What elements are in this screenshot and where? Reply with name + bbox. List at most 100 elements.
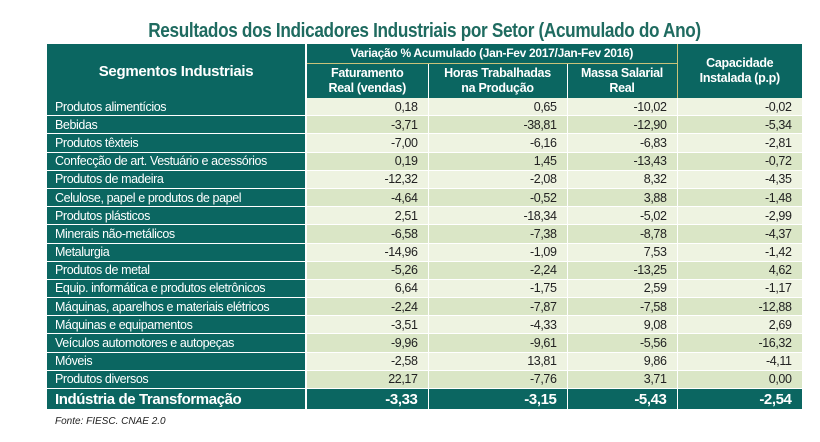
header-text: Horas Trabalhadas: [444, 66, 551, 80]
row-label: Equip. informática e produtos eletrônico…: [47, 279, 307, 299]
cell-value: -18,34: [428, 206, 568, 226]
cell-value: -7,00: [306, 133, 429, 153]
cell-value: -5,43: [567, 388, 678, 410]
cell-value: -2,24: [306, 297, 429, 317]
cell-value: -1,09: [428, 243, 568, 262]
indicators-table: Segmentos Industriais Variação % Acumula…: [47, 44, 803, 410]
row-label: Produtos têxteis: [47, 133, 307, 153]
row-label: Minerais não-metálicos: [47, 224, 307, 244]
table-row: Máquinas, aparelhos e materiais elétrico…: [47, 297, 803, 317]
header-payroll: Massa Salarial Real: [567, 63, 678, 98]
header-group: Variação % Acumulado (Jan-Fev 2017/Jan-F…: [306, 44, 678, 64]
table-row: Móveis -2,58 13,81 9,86 -4,11: [47, 352, 803, 371]
header-text: Instalada (p.p): [699, 71, 781, 85]
row-label: Metalurgia: [47, 243, 307, 262]
cell-value: 13,81: [428, 352, 568, 371]
row-label: Celulose, papel e produtos de papel: [47, 188, 307, 208]
cell-value: 2,59: [567, 279, 678, 299]
cell-value: 7,53: [567, 243, 678, 262]
cell-value: -13,25: [567, 261, 678, 280]
cell-value: 1,45: [428, 152, 568, 171]
table-row: Produtos de metal -5,26 -2,24 -13,25 4,62: [47, 261, 803, 280]
cell-value: 2,69: [677, 315, 803, 335]
table-row: Produtos alimentícios 0,18 0,65 -10,02 -0,02: [47, 98, 803, 117]
table-row: Bebidas -3,71 -38,81 -12,90 -5,34: [47, 115, 803, 135]
cell-value: 0,19: [306, 152, 429, 171]
table-row: Metalurgia -14,96 -1,09 7,53 -1,42: [47, 243, 803, 262]
cell-value: -3,33: [306, 388, 429, 410]
header-segment: Segmentos Industriais: [47, 44, 307, 98]
cell-value: -4,35: [677, 170, 803, 189]
cell-value: 6,64: [306, 279, 429, 299]
cell-value: -4,37: [677, 224, 803, 244]
row-label: Indústria de Transformação: [47, 388, 307, 410]
table-row: Veículos automotores e autopeças -9,96 -9,…: [47, 333, 803, 353]
row-label: Bebidas: [47, 115, 307, 135]
cell-value: -1,48: [677, 188, 803, 208]
row-label: Máquinas e equipamentos: [47, 315, 307, 335]
header-text: Real (vendas): [328, 81, 407, 95]
cell-value: -7,58: [567, 297, 678, 317]
table-row: Confecção de art. Vestuário e acessórios…: [47, 152, 803, 171]
header-text: Capacidade: [706, 56, 774, 70]
table-row: Produtos diversos 22,17 -7,76 3,71 0,00: [47, 370, 803, 390]
table-row: Equip. informática e produtos eletrônico…: [47, 279, 803, 299]
cell-value: -2,58: [306, 352, 429, 371]
total-row: Indústria de Transformação -3,33 -3,15 -5,4…: [47, 388, 803, 410]
header-text: Real: [609, 81, 635, 95]
row-label: Veículos automotores e autopeças: [47, 333, 307, 353]
row-label: Produtos alimentícios: [47, 98, 307, 117]
header-revenue: Faturamento Real (vendas): [306, 63, 429, 98]
header-text: na Produção: [461, 81, 534, 95]
cell-value: 0,18: [306, 98, 429, 117]
cell-value: -38,81: [428, 115, 568, 135]
cell-value: -6,16: [428, 133, 568, 153]
cell-value: -0,02: [677, 98, 803, 117]
cell-value: -3,51: [306, 315, 429, 335]
header-hours: Horas Trabalhadas na Produção: [428, 63, 568, 98]
cell-value: 0,00: [677, 370, 803, 390]
cell-value: 2,51: [306, 206, 429, 226]
cell-value: -12,32: [306, 170, 429, 189]
cell-value: -4,64: [306, 188, 429, 208]
table-row: Produtos têxteis -7,00 -6,16 -6,83 -2,81: [47, 133, 803, 153]
cell-value: -5,56: [567, 333, 678, 353]
row-label: Produtos de metal: [47, 261, 307, 280]
cell-value: -7,76: [428, 370, 568, 390]
cell-value: -13,43: [567, 152, 678, 171]
table-row: Máquinas e equipamentos -3,51 -4,33 9,08 2,6…: [47, 315, 803, 335]
header-capacity: Capacidade Instalada (p.p): [676, 44, 803, 98]
cell-value: -10,02: [567, 98, 678, 117]
table-row: Celulose, papel e produtos de papel -4,64…: [47, 188, 803, 208]
row-label: Produtos diversos: [47, 370, 307, 390]
cell-value: -0,72: [677, 152, 803, 171]
cell-value: -0,52: [428, 188, 568, 208]
row-label: Produtos plásticos: [47, 206, 307, 226]
cell-value: -7,38: [428, 224, 568, 244]
source-note: Fonte: FIESC. CNAE 2.0: [55, 416, 166, 427]
cell-value: 3,71: [567, 370, 678, 390]
cell-value: 4,62: [677, 261, 803, 280]
table-row: Minerais não-metálicos -6,58 -7,38 -8,78 -4,…: [47, 224, 803, 244]
cell-value: -4,33: [428, 315, 568, 335]
cell-value: 9,08: [567, 315, 678, 335]
cell-value: -16,32: [677, 333, 803, 353]
cell-value: -4,11: [677, 352, 803, 371]
cell-value: 22,17: [306, 370, 429, 390]
cell-value: -6,83: [567, 133, 678, 153]
cell-value: -3,71: [306, 115, 429, 135]
cell-value: -2,24: [428, 261, 568, 280]
cell-value: -6,58: [306, 224, 429, 244]
cell-value: -9,61: [428, 333, 568, 353]
cell-value: 8,32: [567, 170, 678, 189]
cell-value: -1,17: [677, 279, 803, 299]
cell-value: 3,88: [567, 188, 678, 208]
cell-value: -9,96: [306, 333, 429, 353]
table-title: Resultados dos Indicadores Industriais p…: [148, 20, 701, 42]
row-label: Produtos de madeira: [47, 170, 307, 189]
cell-value: -12,88: [677, 297, 803, 317]
cell-value: -5,26: [306, 261, 429, 280]
cell-value: 9,86: [567, 352, 678, 371]
table-row: Produtos plásticos 2,51 -18,34 -5,02 -2,99: [47, 206, 803, 226]
row-label: Móveis: [47, 352, 307, 371]
